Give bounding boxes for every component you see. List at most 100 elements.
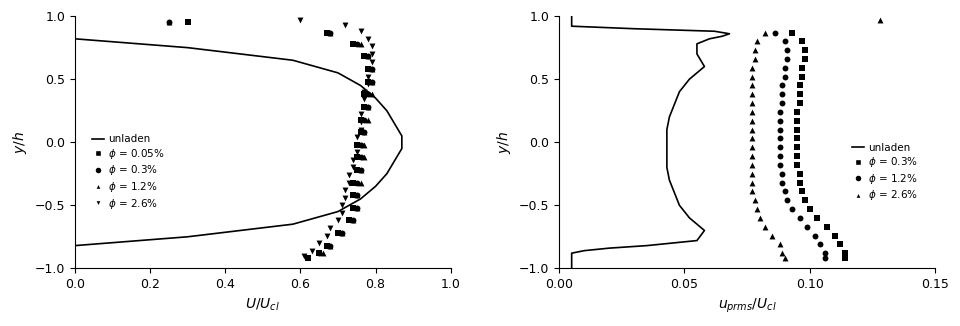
Point bbox=[744, 145, 759, 150]
Point bbox=[828, 233, 843, 238]
Point bbox=[353, 29, 369, 34]
Point bbox=[360, 36, 375, 41]
Point bbox=[360, 117, 375, 122]
Point bbox=[353, 167, 369, 172]
Point bbox=[775, 171, 790, 176]
Point bbox=[342, 218, 357, 223]
Y-axis label: $y/h$: $y/h$ bbox=[12, 131, 29, 154]
Point bbox=[342, 180, 357, 185]
Point bbox=[750, 39, 765, 44]
Point bbox=[789, 154, 804, 159]
Point bbox=[180, 20, 195, 25]
Point bbox=[792, 180, 807, 185]
Point bbox=[364, 67, 379, 72]
Point bbox=[346, 157, 361, 162]
Point bbox=[360, 79, 375, 84]
Point bbox=[360, 54, 375, 59]
Point bbox=[792, 215, 807, 220]
Point bbox=[775, 92, 790, 97]
Point bbox=[817, 256, 832, 261]
Point bbox=[334, 230, 349, 236]
Point bbox=[789, 109, 804, 114]
Point bbox=[772, 154, 787, 159]
Point bbox=[767, 30, 782, 35]
Point bbox=[360, 67, 375, 72]
Point bbox=[349, 41, 365, 47]
Point bbox=[323, 243, 338, 248]
Point bbox=[349, 155, 365, 160]
Point bbox=[346, 218, 361, 223]
Point bbox=[756, 30, 772, 35]
Point bbox=[360, 104, 375, 110]
Point bbox=[752, 215, 767, 220]
Point bbox=[750, 206, 765, 212]
Point bbox=[812, 242, 828, 247]
Point bbox=[775, 180, 790, 185]
Point bbox=[349, 205, 365, 210]
Point bbox=[353, 142, 369, 147]
Point bbox=[334, 210, 349, 215]
Point bbox=[744, 109, 759, 114]
Point bbox=[792, 100, 807, 106]
Point bbox=[795, 39, 810, 44]
Point bbox=[744, 65, 759, 70]
Point bbox=[795, 65, 810, 70]
Point bbox=[784, 30, 800, 35]
Point bbox=[334, 203, 349, 208]
Point bbox=[772, 242, 787, 247]
Point bbox=[744, 154, 759, 159]
Point bbox=[364, 79, 379, 84]
Point bbox=[349, 205, 365, 210]
Point bbox=[744, 118, 759, 123]
Point bbox=[319, 243, 334, 248]
Point bbox=[360, 104, 375, 110]
Point bbox=[356, 104, 372, 110]
Point bbox=[744, 92, 759, 97]
Point bbox=[802, 206, 817, 212]
Point bbox=[356, 54, 372, 59]
Point bbox=[775, 83, 790, 88]
Point bbox=[777, 39, 792, 44]
Point bbox=[744, 74, 759, 79]
Point bbox=[323, 243, 338, 248]
Point bbox=[330, 230, 346, 236]
Point bbox=[777, 256, 792, 261]
Point bbox=[311, 251, 326, 256]
Point bbox=[772, 162, 787, 168]
Point bbox=[356, 104, 372, 110]
Point bbox=[360, 54, 375, 59]
Point bbox=[346, 218, 361, 223]
Point bbox=[353, 155, 369, 160]
Point bbox=[349, 135, 365, 140]
Point bbox=[349, 142, 365, 147]
Point bbox=[342, 172, 357, 178]
Point bbox=[792, 83, 807, 88]
Point bbox=[353, 180, 369, 185]
Point bbox=[747, 198, 762, 203]
Point bbox=[330, 218, 346, 223]
Point bbox=[756, 224, 772, 229]
Point bbox=[780, 48, 795, 53]
Point bbox=[353, 129, 369, 135]
Point bbox=[747, 48, 762, 53]
Point bbox=[744, 100, 759, 106]
Point bbox=[832, 242, 848, 247]
Point bbox=[792, 92, 807, 97]
Point bbox=[789, 145, 804, 150]
Point bbox=[777, 189, 792, 194]
Point bbox=[353, 127, 369, 132]
Point bbox=[356, 155, 372, 160]
Point bbox=[356, 92, 372, 97]
Point bbox=[356, 129, 372, 135]
Point bbox=[797, 56, 812, 62]
Point bbox=[837, 251, 852, 256]
Point bbox=[744, 136, 759, 141]
Point bbox=[364, 44, 379, 49]
Point bbox=[364, 59, 379, 64]
Point bbox=[744, 189, 759, 194]
Point bbox=[800, 224, 815, 229]
Point bbox=[364, 51, 379, 56]
Point bbox=[837, 256, 852, 261]
Point bbox=[349, 180, 365, 185]
Point bbox=[797, 198, 812, 203]
